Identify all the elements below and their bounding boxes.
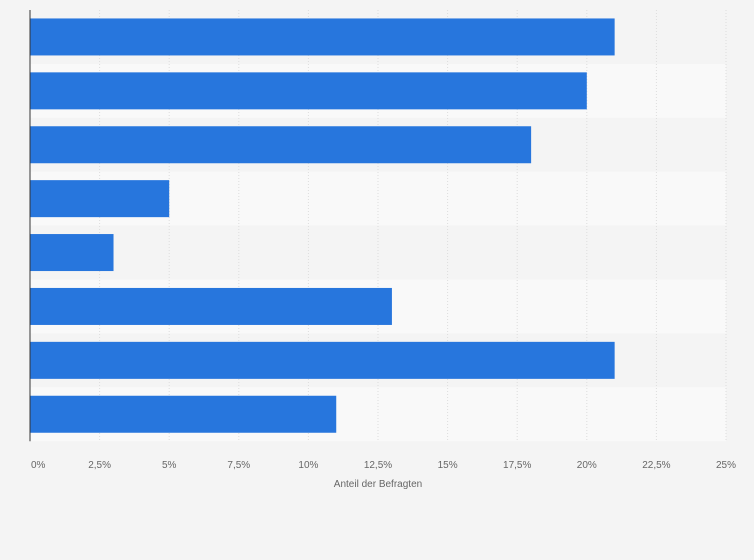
x-tick-label: 12,5% bbox=[364, 460, 392, 471]
x-tick-label: 20% bbox=[577, 460, 597, 471]
bar bbox=[30, 395, 337, 433]
x-tick-label: 10% bbox=[298, 460, 318, 471]
x-tick-label: 5% bbox=[162, 460, 177, 471]
x-tick-labels: 0% 2,5% 5% 7,5% 10% 12,5% 15% 17,5% 20% 22,5% 25% bbox=[31, 460, 736, 471]
bar bbox=[30, 287, 392, 325]
x-axis-title: Anteil der Befragten bbox=[334, 479, 422, 490]
row-band bbox=[30, 225, 726, 280]
bars bbox=[30, 18, 615, 433]
x-tick-label: 25% bbox=[716, 460, 736, 471]
x-tick-label: 7,5% bbox=[227, 460, 250, 471]
x-tick-label: 0% bbox=[31, 460, 46, 471]
bar bbox=[30, 72, 587, 110]
bar bbox=[30, 234, 114, 272]
x-tick-label: 17,5% bbox=[503, 460, 531, 471]
bar bbox=[30, 18, 615, 56]
x-tick-label: 22,5% bbox=[642, 460, 670, 471]
x-tick-label: 15% bbox=[438, 460, 458, 471]
bar bbox=[30, 126, 532, 164]
bar bbox=[30, 180, 170, 218]
x-tick-label: 2,5% bbox=[88, 460, 111, 471]
bar bbox=[30, 341, 615, 379]
